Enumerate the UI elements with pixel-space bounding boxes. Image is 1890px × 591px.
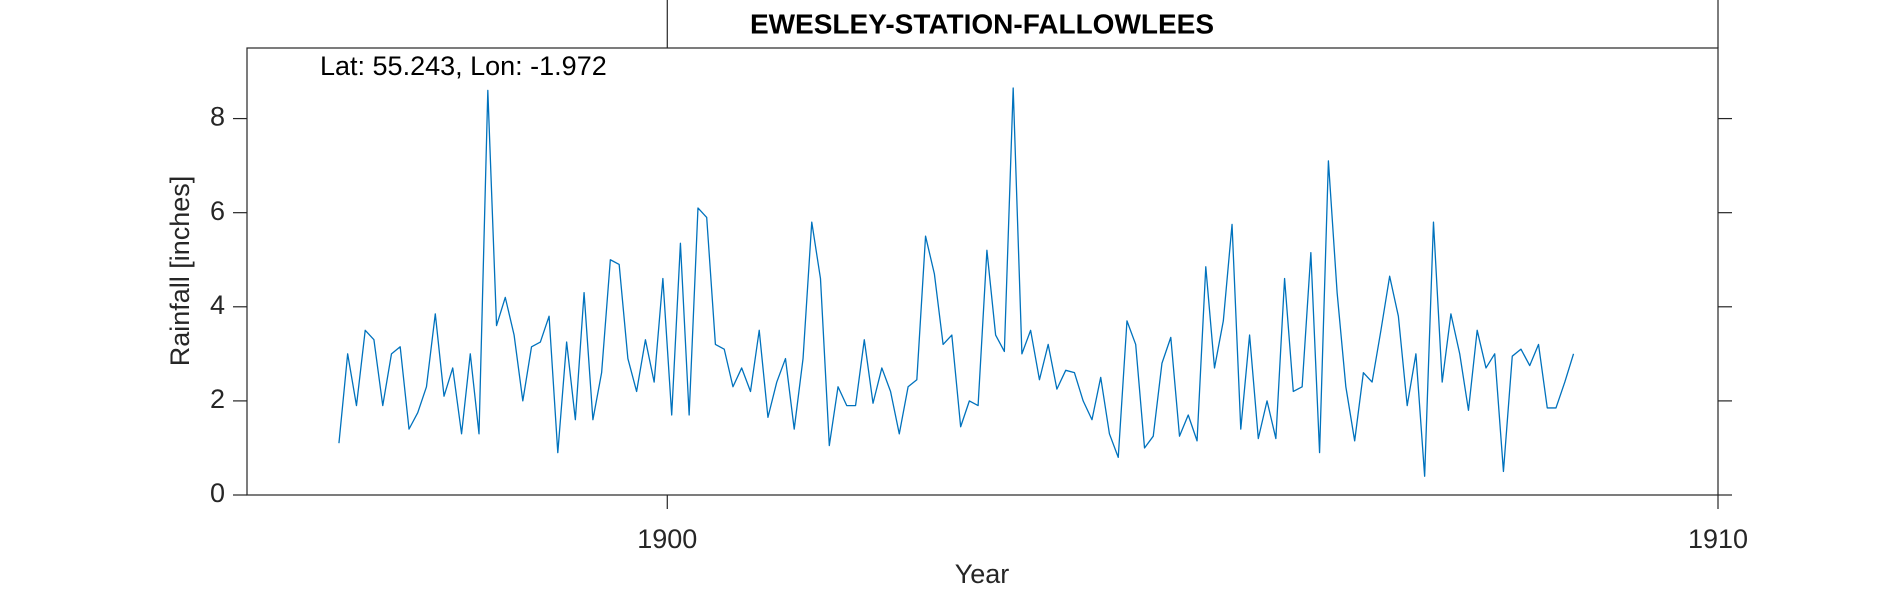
x-axis-label: Year [955,559,1010,589]
y-tick-label: 4 [210,290,225,320]
y-axis-label: Rainfall [inches] [165,176,195,367]
y-tick-label: 2 [210,384,225,414]
chart-title: EWESLEY-STATION-FALLOWLEES [750,8,1214,39]
y-tick-label: 6 [210,196,225,226]
data-line [338,87,1575,477]
y-tick-label: 0 [210,478,225,508]
x-tick-label: 1910 [1688,524,1748,554]
plot-frame [246,47,1719,496]
y-tick-label: 8 [210,102,225,132]
annotation: Lat: 55.243, Lon: -1.972 [320,51,607,81]
x-tick-label: 1900 [637,524,697,554]
